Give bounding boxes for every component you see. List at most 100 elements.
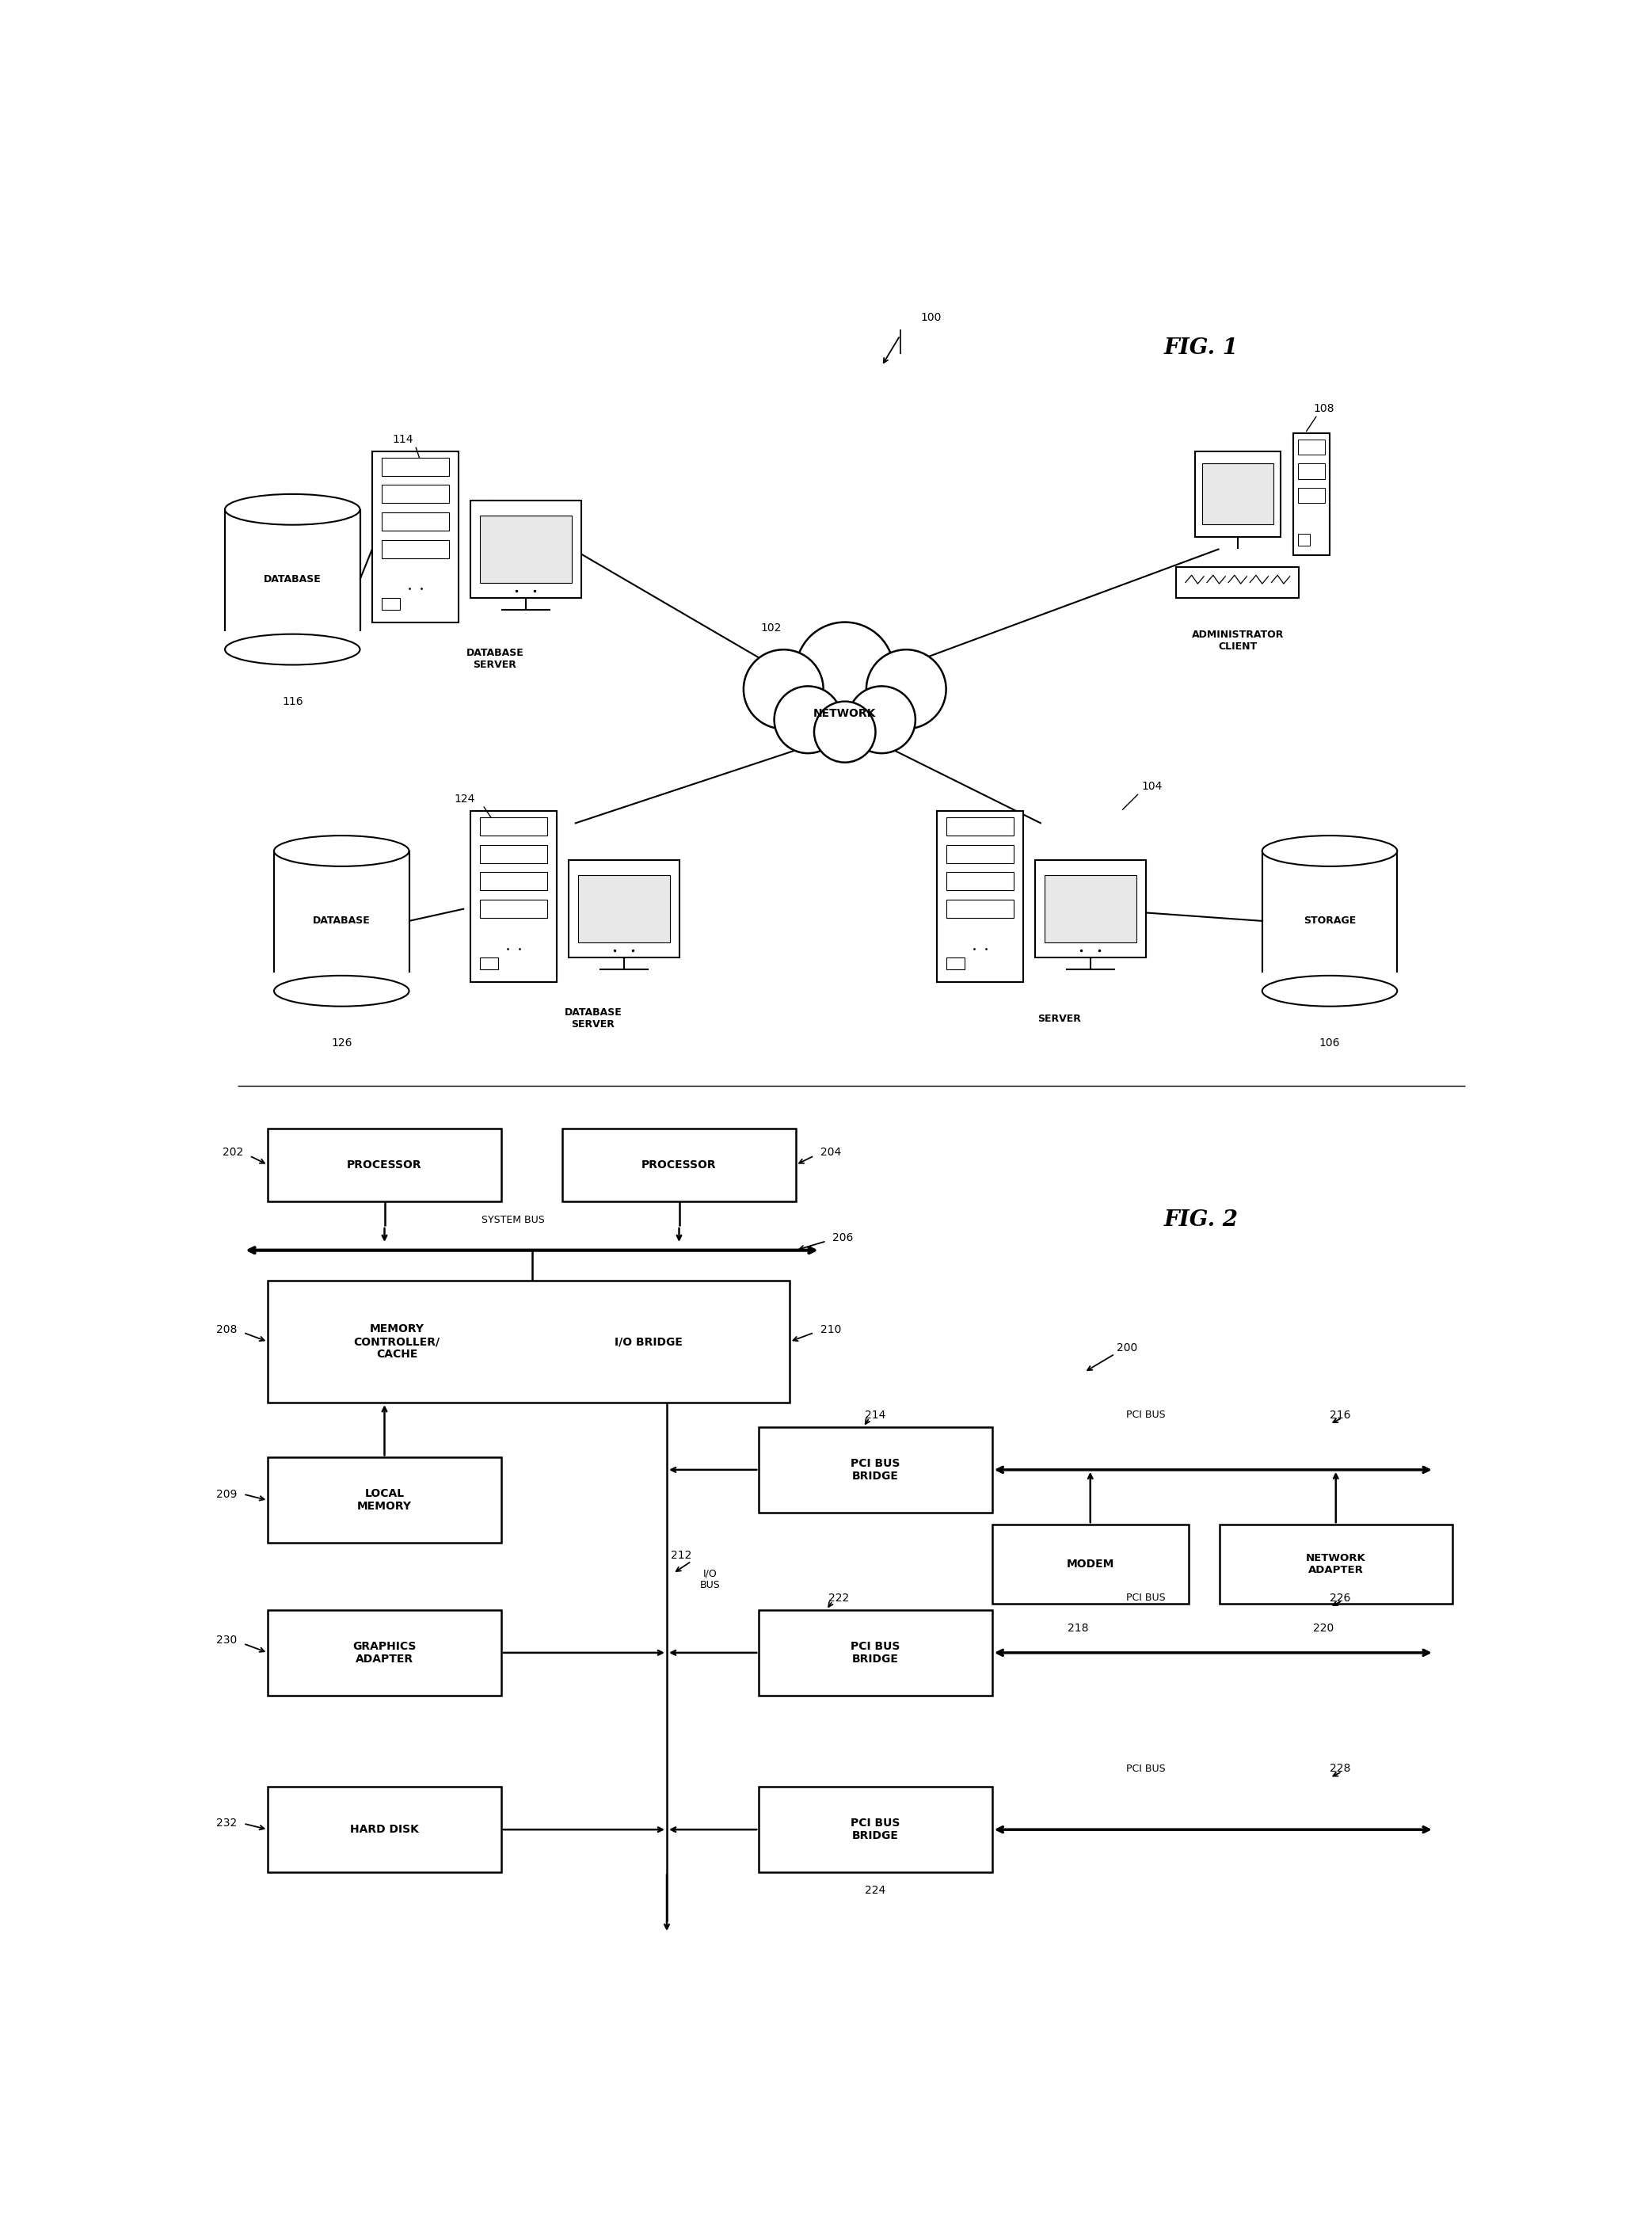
Ellipse shape bbox=[225, 635, 360, 666]
Text: DATABASE: DATABASE bbox=[264, 575, 320, 586]
FancyBboxPatch shape bbox=[758, 1610, 993, 1695]
FancyBboxPatch shape bbox=[1219, 1525, 1452, 1603]
Circle shape bbox=[743, 650, 823, 728]
Text: 202: 202 bbox=[223, 1147, 243, 1158]
FancyBboxPatch shape bbox=[993, 1525, 1188, 1603]
FancyBboxPatch shape bbox=[947, 958, 965, 969]
Text: 206: 206 bbox=[833, 1232, 854, 1243]
Text: 104: 104 bbox=[1142, 782, 1161, 793]
Text: SERVER: SERVER bbox=[1037, 1013, 1082, 1024]
FancyBboxPatch shape bbox=[947, 873, 1014, 891]
FancyBboxPatch shape bbox=[1298, 463, 1325, 479]
Text: 108: 108 bbox=[1313, 403, 1335, 414]
FancyBboxPatch shape bbox=[382, 539, 449, 559]
FancyBboxPatch shape bbox=[382, 597, 400, 610]
FancyBboxPatch shape bbox=[268, 1281, 790, 1403]
FancyBboxPatch shape bbox=[947, 817, 1014, 835]
Text: 222: 222 bbox=[828, 1592, 849, 1603]
FancyBboxPatch shape bbox=[471, 811, 557, 982]
FancyBboxPatch shape bbox=[221, 630, 363, 650]
Text: MEMORY
CONTROLLER/
CACHE: MEMORY CONTROLLER/ CACHE bbox=[354, 1323, 439, 1361]
Text: DATABASE: DATABASE bbox=[312, 915, 370, 926]
Text: NETWORK: NETWORK bbox=[813, 708, 876, 719]
FancyBboxPatch shape bbox=[479, 958, 497, 969]
FancyBboxPatch shape bbox=[578, 875, 671, 942]
Circle shape bbox=[814, 702, 876, 762]
Text: 214: 214 bbox=[866, 1410, 885, 1421]
Text: DATABASE
SERVER: DATABASE SERVER bbox=[565, 1007, 621, 1029]
Text: STORAGE: STORAGE bbox=[1303, 915, 1356, 926]
FancyBboxPatch shape bbox=[479, 817, 547, 835]
Text: 209: 209 bbox=[216, 1488, 238, 1499]
Text: HARD DISK: HARD DISK bbox=[350, 1824, 420, 1835]
FancyBboxPatch shape bbox=[382, 485, 449, 503]
FancyBboxPatch shape bbox=[1203, 463, 1274, 526]
FancyBboxPatch shape bbox=[471, 501, 582, 597]
Text: PCI BUS: PCI BUS bbox=[1127, 1592, 1165, 1603]
Text: 212: 212 bbox=[671, 1550, 692, 1561]
FancyBboxPatch shape bbox=[382, 512, 449, 530]
FancyBboxPatch shape bbox=[947, 900, 1014, 918]
Text: PROCESSOR: PROCESSOR bbox=[641, 1160, 717, 1171]
Text: 204: 204 bbox=[821, 1147, 841, 1158]
FancyBboxPatch shape bbox=[1176, 568, 1298, 597]
Ellipse shape bbox=[1262, 835, 1398, 866]
FancyBboxPatch shape bbox=[268, 1129, 501, 1203]
FancyBboxPatch shape bbox=[479, 873, 547, 891]
Text: 208: 208 bbox=[216, 1325, 238, 1334]
Ellipse shape bbox=[225, 494, 360, 526]
Text: I/O BRIDGE: I/O BRIDGE bbox=[615, 1336, 682, 1347]
FancyBboxPatch shape bbox=[758, 1428, 993, 1512]
Ellipse shape bbox=[274, 975, 410, 1007]
Text: I/O
BUS: I/O BUS bbox=[699, 1568, 720, 1590]
FancyBboxPatch shape bbox=[758, 1786, 993, 1873]
Text: LOCAL
MEMORY: LOCAL MEMORY bbox=[357, 1488, 411, 1512]
FancyBboxPatch shape bbox=[271, 973, 411, 991]
FancyBboxPatch shape bbox=[479, 514, 572, 583]
Text: PCI BUS: PCI BUS bbox=[1127, 1764, 1165, 1773]
Text: PCI BUS
BRIDGE: PCI BUS BRIDGE bbox=[851, 1459, 900, 1481]
Text: GRAPHICS
ADAPTER: GRAPHICS ADAPTER bbox=[352, 1641, 416, 1666]
Circle shape bbox=[775, 686, 843, 753]
FancyBboxPatch shape bbox=[1298, 488, 1325, 503]
Text: NETWORK
ADAPTER: NETWORK ADAPTER bbox=[1305, 1552, 1366, 1574]
Text: FIG. 2: FIG. 2 bbox=[1163, 1209, 1237, 1232]
FancyBboxPatch shape bbox=[1259, 973, 1401, 991]
FancyBboxPatch shape bbox=[1298, 439, 1325, 454]
FancyBboxPatch shape bbox=[947, 844, 1014, 864]
FancyBboxPatch shape bbox=[568, 860, 679, 958]
Text: 216: 216 bbox=[1330, 1410, 1351, 1421]
FancyBboxPatch shape bbox=[1294, 432, 1330, 555]
Text: 100: 100 bbox=[920, 312, 942, 323]
Text: SYSTEM BUS: SYSTEM BUS bbox=[482, 1214, 545, 1225]
FancyBboxPatch shape bbox=[268, 1610, 501, 1695]
Text: PCI BUS
BRIDGE: PCI BUS BRIDGE bbox=[851, 1641, 900, 1666]
Text: 126: 126 bbox=[330, 1038, 352, 1049]
Text: DATABASE
SERVER: DATABASE SERVER bbox=[466, 648, 524, 670]
Text: 106: 106 bbox=[1320, 1038, 1340, 1049]
Text: 114: 114 bbox=[393, 434, 413, 445]
Text: 102: 102 bbox=[760, 624, 781, 635]
Text: 116: 116 bbox=[282, 695, 302, 706]
Text: 224: 224 bbox=[866, 1884, 885, 1895]
FancyBboxPatch shape bbox=[1036, 860, 1145, 958]
Text: 210: 210 bbox=[821, 1325, 841, 1334]
Text: FIG. 1: FIG. 1 bbox=[1163, 336, 1237, 359]
Text: 218: 218 bbox=[1067, 1623, 1089, 1635]
Text: 124: 124 bbox=[454, 793, 474, 804]
Text: ADMINISTRATOR
CLIENT: ADMINISTRATOR CLIENT bbox=[1191, 630, 1284, 653]
FancyBboxPatch shape bbox=[268, 1786, 501, 1873]
Text: 232: 232 bbox=[216, 1817, 238, 1828]
Text: PCI BUS
BRIDGE: PCI BUS BRIDGE bbox=[851, 1817, 900, 1842]
FancyBboxPatch shape bbox=[1298, 534, 1310, 546]
Circle shape bbox=[796, 621, 894, 719]
Text: 226: 226 bbox=[1330, 1592, 1351, 1603]
Text: 200: 200 bbox=[1117, 1343, 1138, 1354]
FancyBboxPatch shape bbox=[268, 1459, 501, 1543]
FancyBboxPatch shape bbox=[562, 1129, 796, 1203]
FancyBboxPatch shape bbox=[479, 844, 547, 864]
Text: PROCESSOR: PROCESSOR bbox=[347, 1160, 421, 1171]
FancyBboxPatch shape bbox=[1194, 452, 1280, 537]
Text: 228: 228 bbox=[1330, 1764, 1351, 1775]
Circle shape bbox=[847, 686, 915, 753]
